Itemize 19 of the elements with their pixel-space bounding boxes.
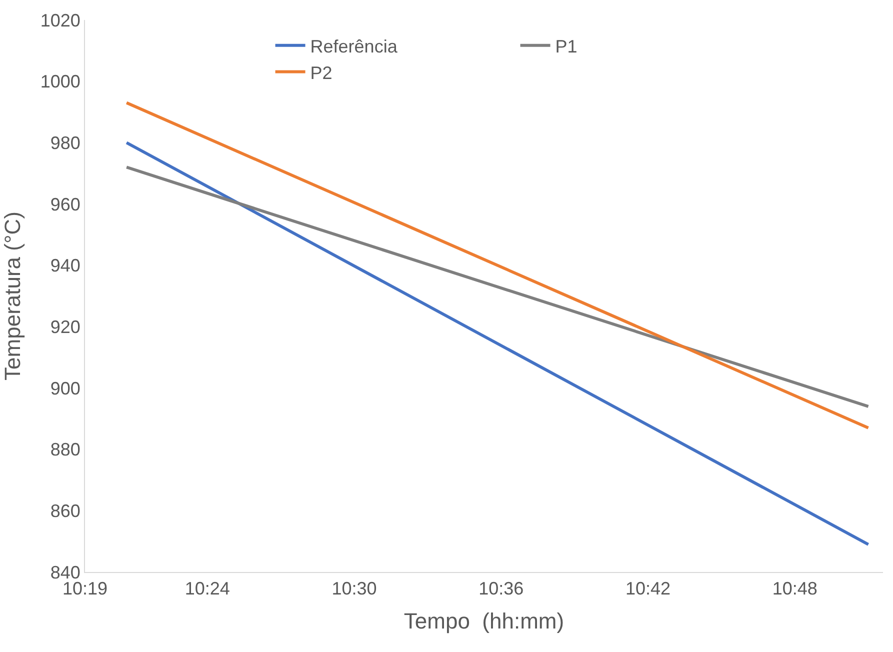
y-tick-label: 920 (50, 316, 80, 337)
x-tick-label: 10:30 (332, 578, 377, 599)
legend-label: P1 (555, 36, 578, 56)
x-tick-label: 10:42 (625, 578, 671, 599)
y-tick-label: 1000 (40, 72, 80, 92)
y-tick-label: 1020 (40, 10, 80, 30)
legend-label: P2 (310, 62, 332, 83)
y-axis-title: Temperatura (°C) (0, 212, 25, 380)
y-tick-label: 900 (50, 378, 80, 398)
y-tick-label: 860 (50, 500, 80, 521)
x-tick-label: 10:36 (478, 578, 524, 599)
y-tick-label: 980 (50, 132, 80, 153)
y-tick-label: 880 (50, 440, 80, 460)
x-tick-label: 10:48 (772, 578, 818, 599)
x-tick-label: 10:24 (184, 578, 230, 599)
legend-label: Referência (310, 36, 398, 56)
y-tick-label: 940 (50, 256, 80, 276)
y-tick-label: 960 (50, 194, 80, 214)
x-axis-title: Tempo (hh:mm) (404, 608, 564, 634)
